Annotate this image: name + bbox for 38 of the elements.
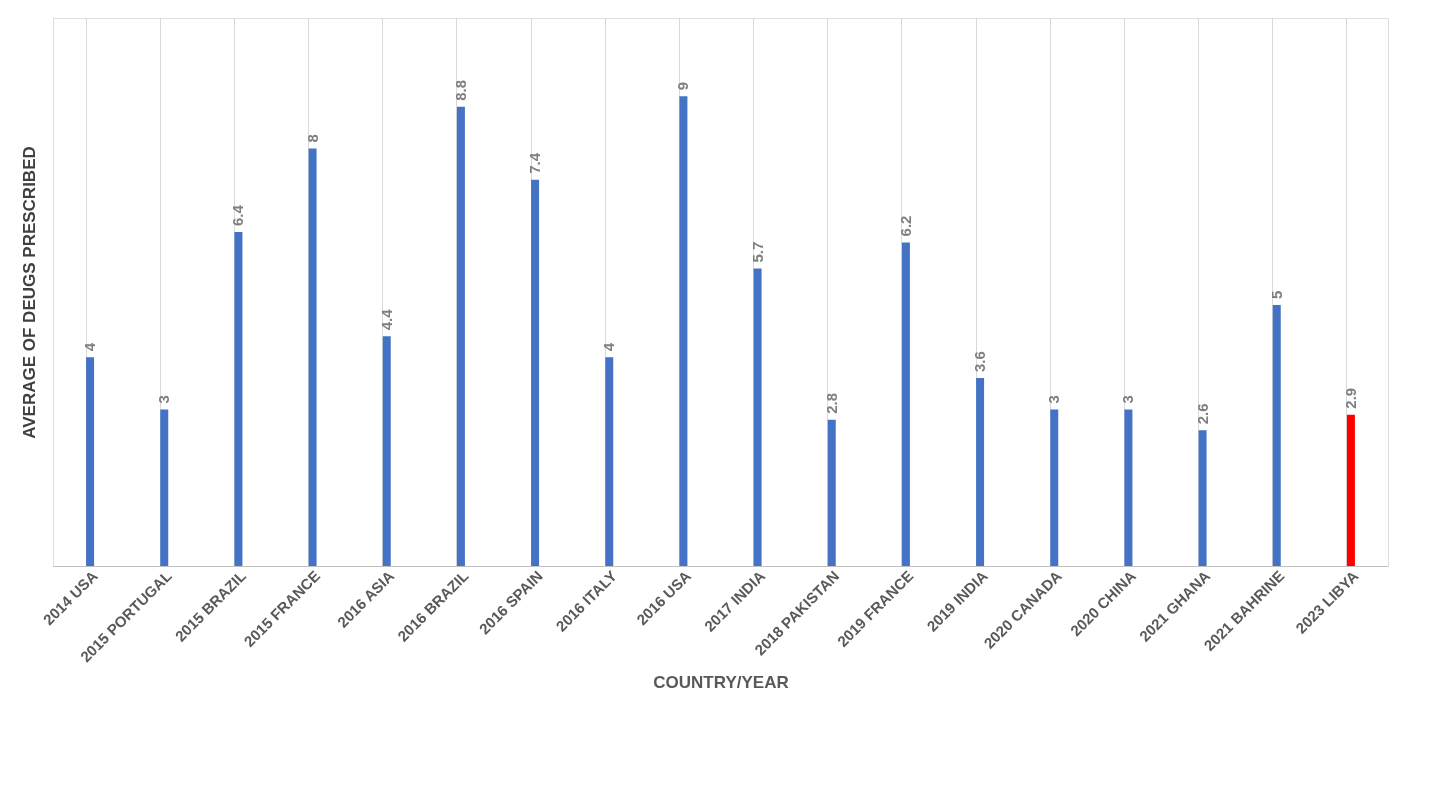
bar — [234, 231, 243, 566]
bar — [1346, 414, 1355, 566]
bar — [456, 106, 465, 566]
data-label: 6.4 — [229, 204, 247, 226]
bar — [1272, 305, 1281, 566]
data-label: 3 — [155, 395, 173, 404]
bar — [753, 268, 762, 566]
bar — [1198, 430, 1207, 566]
bar — [976, 378, 985, 566]
data-label: 5 — [1267, 290, 1285, 300]
y-axis-title: AVERAGE OF DEUGS PRESCRIBED — [19, 146, 39, 439]
bar — [901, 242, 910, 566]
bar — [160, 409, 169, 566]
data-label: 3.6 — [971, 351, 989, 373]
data-label: 9 — [674, 81, 692, 91]
bar — [382, 336, 391, 566]
data-label: 3 — [1045, 395, 1063, 404]
x-axis-title: COUNTRY/YEAR — [653, 673, 789, 693]
data-label: 4 — [81, 342, 99, 352]
data-label: 8 — [303, 134, 321, 143]
data-label: 2.6 — [1193, 403, 1211, 425]
bar — [827, 419, 836, 566]
data-label: 2.9 — [1341, 387, 1359, 409]
data-label: 4.4 — [377, 308, 395, 331]
bar — [531, 179, 540, 566]
bar — [605, 357, 614, 566]
data-label: 4 — [600, 342, 618, 352]
data-label: 6.2 — [896, 215, 914, 237]
data-label: 8.8 — [451, 79, 469, 101]
bar — [1050, 409, 1059, 566]
data-label: 3 — [1119, 395, 1137, 404]
data-label: 7.4 — [526, 152, 544, 174]
data-label: 2.8 — [822, 393, 840, 414]
bar — [308, 148, 317, 566]
bar — [1124, 409, 1133, 566]
bar — [679, 96, 688, 566]
bar — [86, 357, 95, 566]
data-label: 5.7 — [748, 241, 766, 263]
